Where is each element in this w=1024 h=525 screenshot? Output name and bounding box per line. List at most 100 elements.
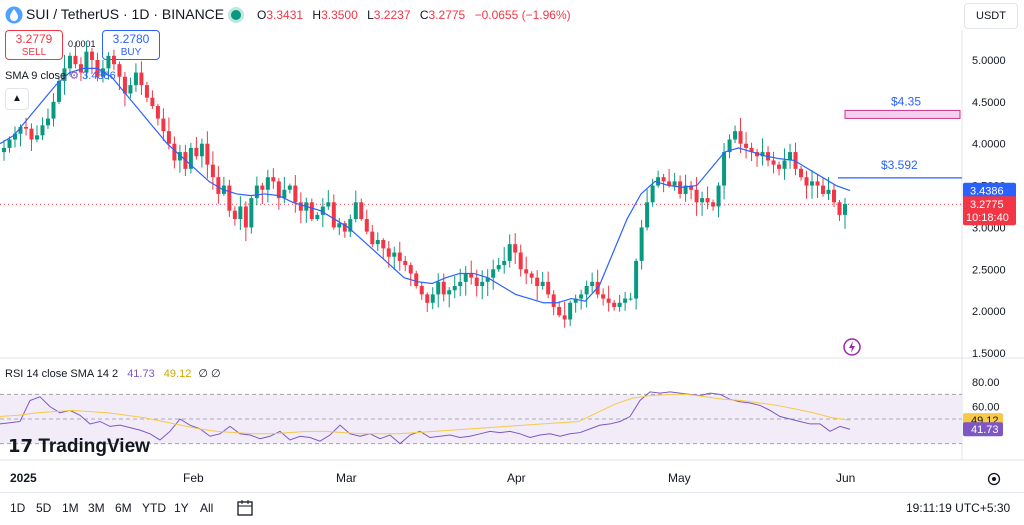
candle-body	[408, 265, 413, 274]
candle-body	[117, 64, 122, 77]
price-tick-label: 1.5000	[972, 348, 1006, 360]
candle-body	[210, 164, 215, 178]
candle-body	[403, 260, 408, 266]
rsi-legend[interactable]: RSI 14 close SMA 14 2 41.73 49.12 ∅ ∅	[5, 367, 221, 380]
candle-body	[579, 294, 584, 299]
buy-label: BUY	[120, 47, 142, 58]
candle-body	[106, 55, 111, 69]
candle-body	[689, 185, 694, 190]
candle-body	[425, 294, 430, 303]
currency-selector[interactable]: USDT	[964, 3, 1018, 29]
candle-body	[342, 223, 347, 232]
range-button-1m[interactable]: 1M	[62, 501, 79, 515]
candle-body	[678, 181, 683, 194]
time-label: Mar	[336, 471, 357, 485]
rsi-badge	[963, 422, 1003, 437]
candle-body	[507, 244, 512, 261]
candle-body	[711, 202, 716, 207]
lightning-icon[interactable]	[842, 337, 862, 357]
candle-body	[243, 206, 248, 228]
candle-body	[227, 185, 232, 211]
candle-body	[293, 185, 298, 203]
bottom-toolbar	[0, 492, 1024, 525]
candle-body	[447, 290, 452, 295]
range-button-ytd[interactable]: YTD	[142, 501, 166, 515]
candle-body	[480, 281, 485, 287]
candle-body	[722, 152, 727, 186]
date-range-icon[interactable]	[236, 499, 254, 517]
range-button-5d[interactable]: 5D	[36, 501, 52, 515]
target-label-4-35: $4.35	[891, 94, 921, 108]
low-value: 3.2237	[373, 8, 411, 22]
range-button-all[interactable]: All	[200, 501, 214, 515]
candle-body	[161, 118, 166, 132]
market-open-indicator	[231, 10, 241, 20]
settings-gear-icon[interactable]	[986, 471, 1002, 487]
candle-body	[364, 219, 369, 232]
candle-body	[777, 164, 782, 169]
candle-body	[331, 202, 336, 228]
candle-body	[177, 152, 182, 161]
sma-label: SMA 9 close	[5, 70, 67, 82]
candle-body	[12, 133, 17, 140]
rsi-label: RSI 14 close SMA 14 2	[5, 368, 119, 380]
range-button-1d[interactable]: 1D	[10, 501, 26, 515]
range-button-3m[interactable]: 3M	[88, 501, 105, 515]
sell-button[interactable]: 3.2779 SELL	[5, 30, 63, 60]
candle-body	[540, 281, 545, 287]
candle-body	[557, 306, 562, 316]
candle-body	[821, 185, 826, 194]
candle-body	[639, 227, 644, 261]
candle-body	[381, 239, 386, 249]
candle-body	[89, 51, 94, 60]
tv-mark-icon: 𝟭𝟳	[8, 436, 34, 456]
candle-body	[491, 269, 496, 278]
candle-body	[276, 181, 281, 199]
candle-body	[755, 152, 760, 157]
candle-body	[78, 64, 83, 73]
collapse-legend-button[interactable]: ▲	[5, 88, 29, 110]
candle-body	[100, 68, 105, 77]
settings-icon[interactable]: ⚙	[69, 70, 80, 82]
price-tick-label: 5.0000	[972, 55, 1006, 67]
candle-body	[568, 302, 573, 320]
candle-body	[298, 202, 303, 211]
candle-body	[188, 147, 193, 169]
candle-body	[282, 189, 287, 199]
candle-body	[232, 210, 237, 220]
candle-body	[799, 168, 804, 178]
candle-body	[29, 128, 34, 140]
candle-body	[832, 189, 837, 203]
rsi-extra: ∅ ∅	[198, 368, 221, 380]
candle-body	[254, 185, 259, 199]
candle-body	[375, 239, 380, 245]
candle-body	[694, 189, 699, 203]
candle-body	[634, 260, 639, 299]
candle-body	[62, 68, 67, 81]
candle-body	[23, 126, 28, 129]
sma-legend[interactable]: SMA 9 close ⚙ 3.4386	[5, 69, 116, 82]
candle-body	[353, 202, 358, 220]
candle-body	[749, 147, 754, 153]
range-button-1y[interactable]: 1Y	[174, 501, 189, 515]
buy-button[interactable]: 3.2780 BUY	[102, 30, 160, 60]
current-price-text: 3.2775	[970, 199, 1004, 211]
candle-body	[700, 198, 705, 203]
candle-body	[199, 143, 204, 157]
candle-body	[271, 177, 276, 182]
candle-body	[150, 97, 155, 107]
sell-label: SELL	[21, 47, 47, 58]
clock: 19:11:19 UTC+5:30	[906, 501, 1011, 515]
price-tick-label: 4.5000	[972, 97, 1006, 109]
price-tick-label: 4.0000	[972, 139, 1006, 151]
candle-body	[524, 269, 529, 274]
candle-body	[546, 281, 551, 295]
candle-body	[7, 139, 12, 148]
symbol-title[interactable]: SUI / TetherUS · 1D · BINANCE	[26, 6, 225, 22]
candle-body	[172, 143, 177, 161]
candle-body	[628, 298, 633, 300]
range-button-6m[interactable]: 6M	[115, 501, 132, 515]
candle-body	[436, 281, 441, 295]
candle-body	[238, 206, 243, 220]
